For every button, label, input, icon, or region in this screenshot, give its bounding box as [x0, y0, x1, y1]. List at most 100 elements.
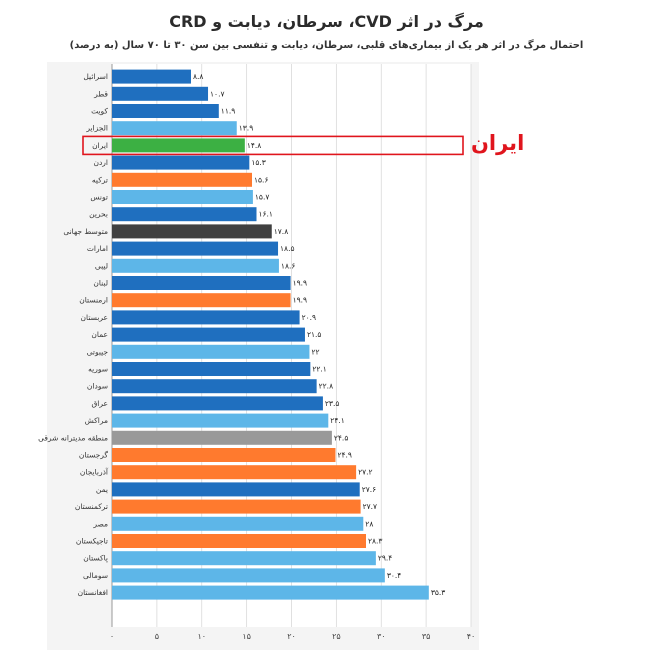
value-label: ۱۵.۷ [255, 193, 269, 202]
value-label: ۲۸ [365, 519, 373, 528]
category-label: قطر [93, 89, 108, 98]
bar [112, 568, 385, 583]
bar [112, 344, 310, 359]
bar [112, 413, 329, 428]
value-label: ۲۴.۹ [337, 451, 351, 460]
category-label: آذربایجان [80, 467, 109, 477]
category-label: مصر [92, 519, 108, 528]
value-label: ۲۲.۱ [312, 365, 326, 374]
x-tick-label: ۰ [110, 632, 114, 641]
bar [112, 224, 272, 239]
value-label: ۲۴.۱ [330, 416, 344, 425]
bar [112, 379, 317, 394]
category-label: سوریه [88, 365, 108, 374]
value-label: ۱۵.۶ [254, 175, 268, 184]
value-label: ۱۱.۹ [221, 107, 235, 116]
bar [112, 465, 357, 480]
x-tick-label: ۱۵ [242, 632, 251, 641]
value-label: ۱۶.۱ [258, 210, 272, 219]
highlight-annotation: ایران [471, 131, 525, 155]
x-tick-label: ۲۵ [332, 632, 341, 641]
value-label: ۲۴.۵ [334, 433, 348, 442]
bar [112, 276, 291, 290]
bar [112, 293, 291, 308]
value-label: ۱۹.۹ [293, 296, 307, 305]
category-label: کویت [91, 107, 108, 116]
value-label: ۱۹.۹ [293, 279, 307, 288]
value-label: ۲۳.۵ [325, 399, 339, 408]
x-tick-label: ۵ [155, 632, 159, 641]
value-label: ۲۷.۶ [362, 485, 376, 494]
bar [112, 482, 360, 497]
category-label: تاجیکستان [76, 537, 108, 546]
category-label: بحرین [89, 210, 108, 219]
category-label: امارات [87, 244, 108, 253]
category-label: عمان [91, 330, 108, 339]
value-label: ۱۸.۵ [280, 244, 294, 253]
bar [112, 362, 311, 376]
value-label: ۳۰.۴ [387, 571, 401, 580]
category-label: ترکمنستان [75, 502, 108, 511]
category-label: الجزایر [85, 124, 108, 133]
value-label: ۲۱.۵ [307, 330, 321, 339]
category-label: جیبوتی [87, 347, 109, 356]
category-label: عربستان [81, 313, 108, 322]
category-label: متوسط جهانی [63, 227, 108, 236]
value-label: ۲۹.۴ [378, 554, 392, 563]
category-label: یمن [96, 485, 108, 494]
value-label: ۲۷.۷ [363, 502, 377, 511]
x-tick-label: ۴۰ [467, 632, 476, 641]
bar [112, 499, 361, 514]
bar [112, 69, 191, 84]
category-label: اردن [93, 158, 108, 167]
category-label: اسرائیل [83, 72, 108, 81]
value-label: ۱۳.۹ [239, 124, 253, 133]
bar [112, 155, 250, 170]
bar [112, 516, 364, 531]
bar [112, 430, 332, 445]
category-label: گرجستان [79, 451, 109, 460]
chart-subtitle: احتمال مرگ در اثر هر یک از بیماری‌های قل… [69, 40, 584, 51]
category-label: مراکش [85, 416, 108, 425]
bar [112, 448, 336, 462]
category-label: ترکیه [92, 175, 108, 184]
bar [112, 258, 279, 273]
value-label: ۲۷.۲ [358, 468, 372, 477]
value-label: ۲۲.۸ [319, 382, 333, 391]
bar [112, 534, 366, 548]
bar [112, 86, 209, 101]
x-tick-label: ۳۰ [377, 632, 386, 641]
highlight-box [82, 135, 464, 156]
value-label: ۱۷.۸ [274, 227, 288, 236]
category-label: سودان [87, 382, 108, 391]
value-label: ۲۸.۳ [368, 537, 382, 546]
category-label: پاکستان [83, 554, 108, 563]
value-label: ۱۵.۳ [251, 158, 265, 167]
value-label: ۲۰.۹ [302, 313, 316, 322]
category-label: عراق [91, 399, 108, 408]
category-label: تونس [90, 193, 108, 202]
category-label: سومالی [83, 571, 108, 580]
value-label: ۱۴.۸ [247, 141, 261, 150]
category-label: ارمنستان [79, 296, 108, 305]
category-label: افغانستان [78, 588, 108, 597]
bar [112, 207, 257, 222]
bar [112, 585, 429, 600]
value-label: ۳۵.۳ [431, 588, 445, 597]
bar [112, 241, 279, 256]
value-label: ۸.۸ [193, 72, 203, 81]
bar [112, 121, 237, 136]
chart-title: مرگ در اثر CVD، سرطان، دیابت و CRD [169, 12, 484, 31]
bar [112, 138, 245, 153]
bar [112, 551, 376, 566]
bar [112, 327, 305, 342]
category-label: منطقه مدیترانه شرقی [38, 433, 108, 442]
bar [112, 172, 253, 187]
value-label: ۲۲ [311, 347, 319, 356]
x-tick-label: ۳۵ [422, 632, 431, 641]
value-label: ۱۸.۶ [281, 261, 295, 270]
category-label: ایران [92, 141, 108, 150]
bar [112, 190, 253, 204]
x-tick-label: ۱۰ [197, 632, 206, 641]
